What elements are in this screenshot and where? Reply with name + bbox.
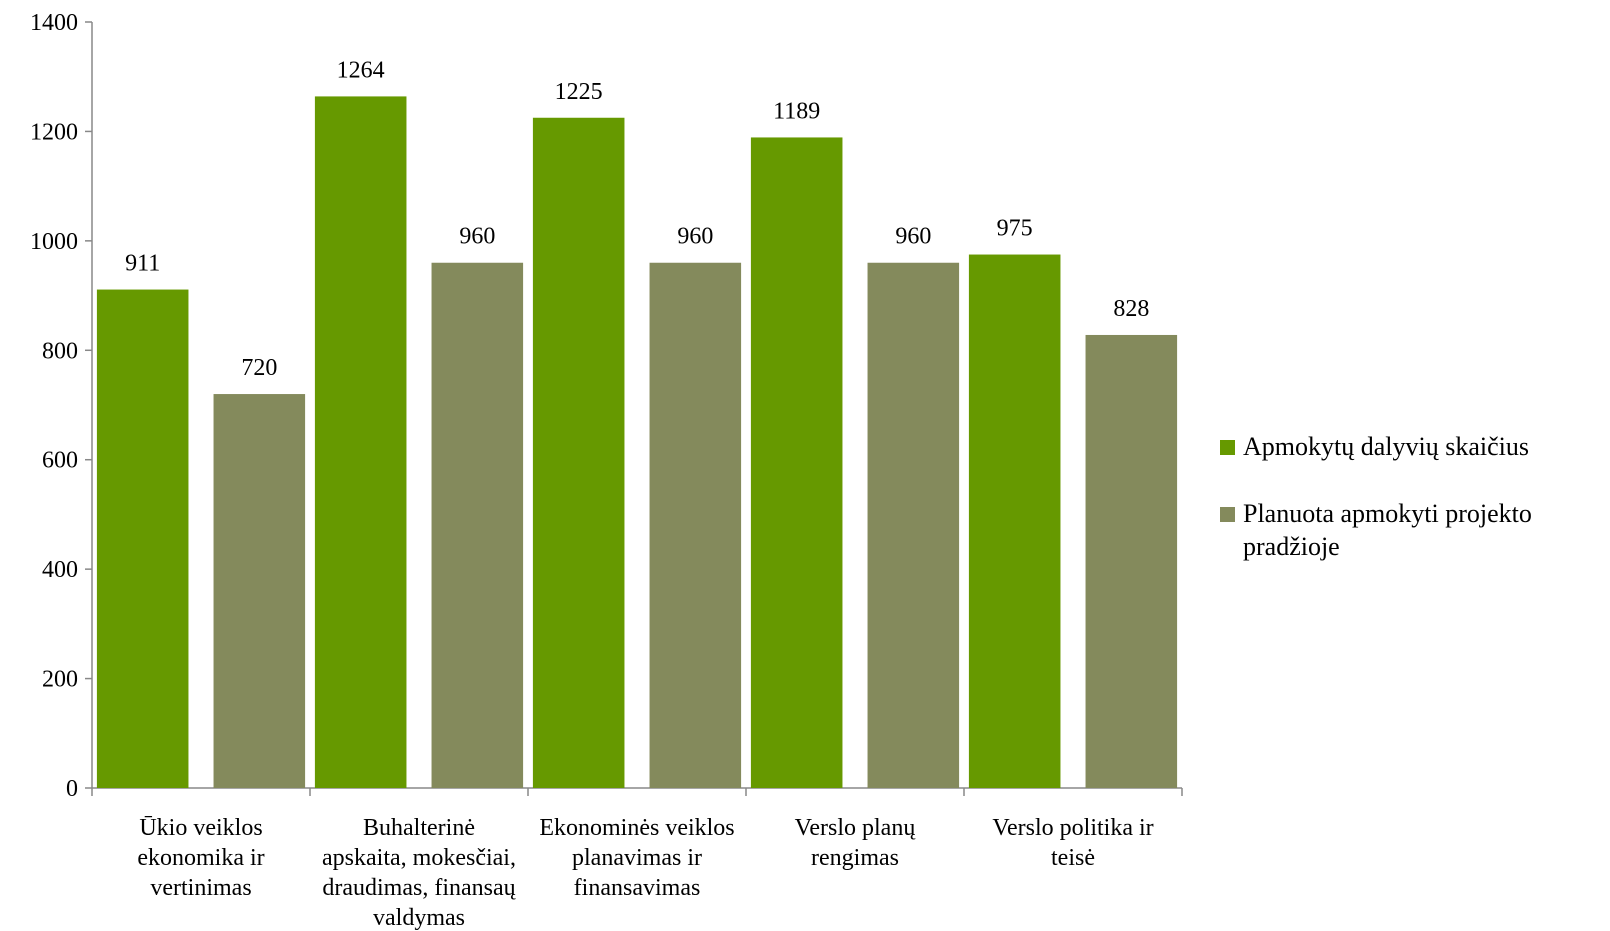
bar-trained: [751, 137, 843, 788]
x-category-label: valdymas: [373, 905, 465, 931]
x-category-label: Ūkio veiklos: [139, 815, 262, 841]
bar-planned: [868, 263, 960, 788]
data-label-trained: 1189: [773, 98, 820, 124]
legend-label-trained: Apmokytų dalyvių skaičius: [1243, 430, 1529, 463]
data-label-planned: 960: [459, 224, 495, 250]
legend-label-planned-line2: pradžioje: [1243, 532, 1340, 561]
legend-label-planned-line1: Planuota apmokyti projekto: [1243, 499, 1532, 528]
data-label-planned: 960: [895, 224, 931, 250]
x-category-label: teisė: [1051, 845, 1095, 871]
bar-planned: [432, 263, 524, 788]
x-category-label: finansavimas: [574, 875, 701, 901]
data-label-trained: 975: [997, 216, 1033, 242]
legend-item-trained: Apmokytų dalyvių skaičius: [1220, 430, 1600, 463]
y-tick-label: 800: [42, 338, 78, 364]
x-category-label: draudimas, finansaų: [322, 875, 516, 901]
x-category-label: Verslo planų: [795, 815, 917, 841]
legend-swatch-planned: [1220, 507, 1235, 522]
x-category-label: rengimas: [811, 845, 899, 871]
data-label-trained: 911: [125, 251, 160, 277]
data-label-planned: 828: [1113, 296, 1149, 322]
y-tick-label: 1200: [30, 119, 78, 145]
data-label-planned: 960: [677, 224, 713, 250]
x-category-label: planavimas ir: [572, 845, 702, 871]
y-tick-label: 1000: [30, 229, 78, 255]
bar-planned: [1086, 335, 1178, 788]
legend-label-planned: Planuota apmokyti projekto pradžioje: [1243, 497, 1532, 563]
legend-swatch-trained: [1220, 440, 1235, 455]
legend-item-planned: Planuota apmokyti projekto pradžioje: [1220, 497, 1600, 563]
bar-planned: [650, 263, 742, 788]
x-category-label: apskaita, mokesčiai,: [322, 845, 516, 871]
y-tick-label: 400: [42, 557, 78, 583]
x-category-label: Buhalterinė: [363, 815, 475, 841]
bar-planned: [214, 394, 306, 788]
y-tick-label: 200: [42, 667, 78, 693]
bar-trained: [969, 255, 1061, 788]
x-category-label: ekonomika ir: [137, 845, 264, 871]
bar-trained: [533, 118, 625, 788]
y-tick-label: 0: [66, 776, 78, 802]
x-category-label: vertinimas: [150, 875, 251, 901]
legend: Apmokytų dalyvių skaičius Planuota apmok…: [1220, 430, 1600, 597]
bar-trained: [97, 290, 189, 788]
data-label-trained: 1225: [555, 79, 603, 105]
y-tick-label: 600: [42, 448, 78, 474]
x-category-label: Ekonominės veiklos: [539, 815, 734, 841]
y-tick-label: 1400: [30, 10, 78, 36]
data-label-trained: 1264: [337, 57, 385, 83]
data-label-planned: 720: [241, 355, 277, 381]
x-category-label: Verslo politika ir: [992, 815, 1153, 841]
bar-trained: [315, 96, 407, 788]
